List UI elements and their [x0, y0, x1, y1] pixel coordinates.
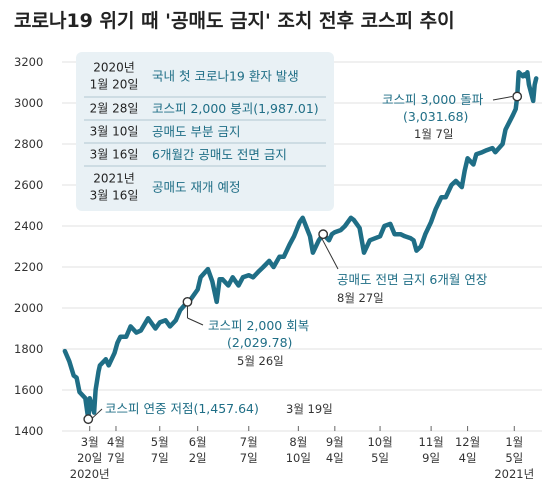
legend-text: 코스피 2,000 붕괴(1,987.01)	[152, 101, 319, 116]
series-line	[62, 70, 539, 422]
x-tick-label: 11월	[419, 435, 444, 449]
event-marker	[512, 91, 523, 102]
x-tick-label: 6월	[189, 435, 207, 449]
annotation-recover-line2: (2,029.78)	[227, 335, 292, 350]
annotation-3000-line2: (3,031.68)	[403, 109, 468, 124]
x-tick-label: 20일	[77, 451, 102, 465]
legend-date: 1월 20일	[90, 78, 139, 92]
x-tick-label: 5일	[505, 451, 523, 465]
kospi-line	[62, 70, 539, 422]
y-tick-label: 1400	[14, 424, 43, 438]
x-tick-label: 5일	[371, 451, 389, 465]
legend-date: 3월 16일	[90, 189, 139, 203]
legend-text: 공매도 부분 금지	[152, 124, 240, 139]
y-tick-label: 3200	[14, 55, 43, 69]
x-tick-label: 10월	[367, 435, 392, 449]
annotation-extend-line1: 공매도 전면 금지 6개월 연장	[337, 272, 488, 287]
x-tick-label: 12월	[455, 435, 480, 449]
x-tick-label: 7일	[151, 451, 169, 465]
annotation-recover-date: 5월 26일	[237, 354, 284, 368]
leader-extend	[320, 236, 339, 270]
legend-text: 6개월간 공매도 전면 금지	[152, 147, 287, 162]
y-tick-label: 1600	[14, 383, 43, 397]
x-tick-label: 9일	[422, 451, 440, 465]
x-tick-label: 4월	[107, 435, 125, 449]
legend-date: 3월 16일	[90, 148, 139, 162]
x-tick-label: 5월	[151, 435, 169, 449]
leader-3000	[492, 96, 513, 101]
y-tick-label: 2400	[14, 219, 43, 233]
x-tick-label: 7일	[240, 451, 258, 465]
x-tick-label: 4일	[326, 451, 344, 465]
y-tick-label: 2800	[14, 137, 43, 151]
annotations: 코스피 연중 저점(1,457.64) 3월 19일 코스피 2,000 회복 …	[105, 92, 488, 416]
x-tick-label: 3월	[81, 435, 99, 449]
x-axis: 3월 20일 2020년 4월 7일 5월 7일 6월 2일 7월 7일 8월 10일 9월 4일 10월 5일…	[70, 426, 534, 481]
legend-box: 2020년 1월 20일 국내 첫 코로나19 환자 발생 2월 28일 코스피 2,0…	[76, 52, 334, 211]
y-axis: 1400 1600 1800 2000 2200 2400 2600 2800 3000 3200	[14, 55, 43, 438]
y-tick-label: 2200	[14, 260, 43, 274]
legend-date: 3월 10일	[90, 125, 139, 139]
x-tick-label: 2021년	[494, 467, 534, 481]
legend-text: 국내 첫 코로나19 환자 발생	[152, 69, 299, 84]
y-tick-label: 1800	[14, 342, 43, 356]
annotation-recover-line1: 코스피 2,000 회복	[208, 318, 309, 333]
legend-text: 공매도 재개 예정	[152, 180, 240, 195]
x-tick-label: 7월	[240, 435, 258, 449]
annotation-3000-date: 1월 7일	[414, 127, 453, 141]
y-tick-label: 2000	[14, 301, 43, 315]
x-tick-label: 4일	[459, 451, 477, 465]
markers	[83, 91, 523, 425]
x-tick-label: 8월	[289, 435, 307, 449]
x-tick-label: 1월	[505, 435, 523, 449]
legend-background	[76, 52, 334, 211]
event-marker	[182, 296, 193, 307]
annotation-leaders	[91, 96, 513, 419]
y-tick-label: 3000	[14, 96, 43, 110]
x-tick-label: 9월	[326, 435, 344, 449]
leader-recover-h	[187, 317, 204, 326]
annotation-low-text: 코스피 연중 저점(1,457.64)	[105, 401, 259, 416]
x-tick-label: 10일	[286, 451, 311, 465]
legend-date: 2월 28일	[90, 102, 139, 116]
legend-date: 2021년	[93, 172, 135, 186]
x-tick-label: 7일	[107, 451, 125, 465]
event-marker	[318, 229, 329, 240]
annotation-extend-date: 8월 27일	[337, 291, 384, 305]
x-tick-label: 2020년	[70, 467, 110, 481]
chart-title: 코로나19 위기 때 '공매도 금지' 조치 전후 코스피 추이	[14, 10, 455, 32]
x-tick-label: 2일	[189, 451, 207, 465]
y-tick-label: 2600	[14, 178, 43, 192]
annotation-low-date: 3월 19일	[286, 402, 333, 416]
leader-low	[91, 408, 103, 419]
annotation-3000-line1: 코스피 3,000 돌파	[382, 92, 484, 107]
legend-date: 2020년	[93, 61, 135, 75]
event-marker	[83, 414, 94, 425]
